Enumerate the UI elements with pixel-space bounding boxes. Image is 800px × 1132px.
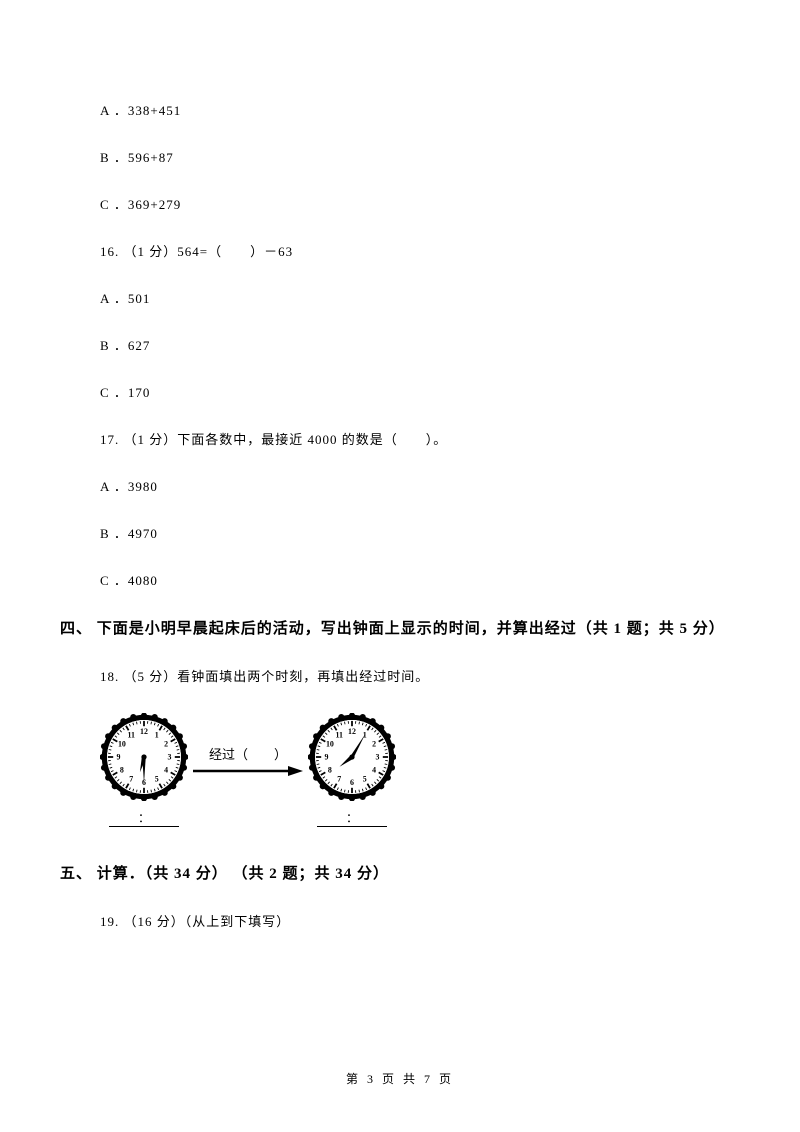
q16-option-b: B ．627 bbox=[100, 335, 735, 354]
q16-option-a: A ．501 bbox=[100, 288, 735, 307]
arrow-label: 经过（ ） bbox=[209, 744, 287, 763]
section5-heading: 五、 计算．（共 34 分） （共 2 题；共 34 分） bbox=[60, 862, 735, 883]
clocks-container: 121234567891011 ： 经过（ ） 121234567891011 … bbox=[100, 713, 735, 827]
svg-text:7: 7 bbox=[129, 775, 133, 784]
section4-heading: 四、 下面是小明早晨起床后的活动，写出钟面上显示的时间，并算出经过（共 1 题；… bbox=[60, 617, 735, 638]
q19-text: 19. （16 分）（从上到下填写） bbox=[100, 911, 735, 930]
clock2-label: ： bbox=[317, 809, 387, 827]
svg-text:1: 1 bbox=[155, 730, 159, 739]
q15-option-b: B ．596+87 bbox=[100, 147, 735, 166]
svg-text:8: 8 bbox=[120, 765, 124, 774]
svg-text:9: 9 bbox=[117, 753, 121, 762]
q16-text: 16. （1 分）564=（ ）－63 bbox=[100, 241, 735, 260]
svg-text:9: 9 bbox=[325, 753, 329, 762]
q18-text: 18. （5 分）看钟面填出两个时刻，再填出经过时间。 bbox=[100, 666, 735, 685]
clock2-wrapper: 121234567891011 ： bbox=[308, 713, 396, 827]
svg-text:8: 8 bbox=[328, 765, 332, 774]
svg-text:4: 4 bbox=[372, 765, 376, 774]
q16-option-c: C ．170 bbox=[100, 382, 735, 401]
svg-text:10: 10 bbox=[118, 740, 126, 749]
svg-text:7: 7 bbox=[337, 775, 341, 784]
clock1-wrapper: 121234567891011 ： bbox=[100, 713, 188, 827]
svg-text:3: 3 bbox=[376, 753, 380, 762]
svg-text:2: 2 bbox=[164, 740, 168, 749]
q15-option-c: C ．369+279 bbox=[100, 194, 735, 213]
svg-text:3: 3 bbox=[168, 753, 172, 762]
svg-text:2: 2 bbox=[372, 740, 376, 749]
q15-option-a: A ．338+451 bbox=[100, 100, 735, 119]
clock1-face: 121234567891011 bbox=[100, 713, 188, 801]
svg-text:11: 11 bbox=[127, 730, 135, 739]
clock2-face: 121234567891011 bbox=[308, 713, 396, 801]
svg-text:5: 5 bbox=[155, 775, 159, 784]
q17-option-c: C ．4080 bbox=[100, 570, 735, 589]
svg-text:11: 11 bbox=[335, 730, 343, 739]
q17-option-b: B ．4970 bbox=[100, 523, 735, 542]
svg-text:12: 12 bbox=[348, 727, 356, 736]
svg-text:6: 6 bbox=[350, 778, 354, 787]
arrow-section: 经过（ ） bbox=[193, 744, 303, 777]
q17-text: 17. （1 分）下面各数中，最接近 4000 的数是（ ）。 bbox=[100, 429, 735, 448]
page-footer: 第 3 页 共 7 页 bbox=[0, 1070, 800, 1087]
q17-option-a: A ．3980 bbox=[100, 476, 735, 495]
svg-text:12: 12 bbox=[140, 727, 148, 736]
svg-text:10: 10 bbox=[326, 740, 334, 749]
arrow-icon bbox=[193, 765, 303, 777]
clock1-label: ： bbox=[109, 809, 179, 827]
svg-text:5: 5 bbox=[363, 775, 367, 784]
svg-text:4: 4 bbox=[164, 765, 168, 774]
